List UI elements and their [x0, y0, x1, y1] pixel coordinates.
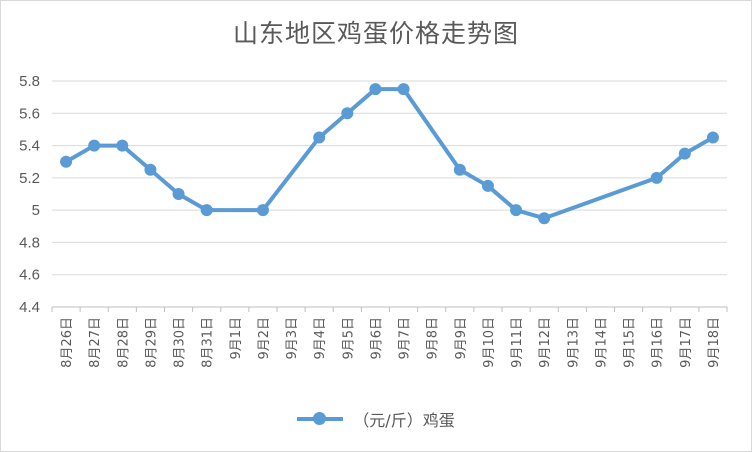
y-tick-label: 4.6	[19, 267, 40, 284]
legend-series-marker	[297, 412, 344, 425]
x-tick-label: 9月7日	[398, 317, 413, 360]
series-line	[64, 87, 715, 221]
x-tick-label: 8月26日	[60, 317, 75, 368]
chart-legend: （元/斤）鸡蛋	[0, 407, 752, 431]
legend-series-label: （元/斤）鸡蛋	[353, 411, 455, 430]
x-tick-label: 9月18日	[707, 317, 722, 368]
x-tick-label: 8月28日	[116, 317, 131, 368]
data-point	[481, 179, 494, 192]
x-tick-label: 9月17日	[679, 317, 694, 368]
x-tick-label: 8月27日	[88, 317, 103, 368]
y-tick-label: 5.4	[19, 138, 40, 155]
x-tick-label: 9月5日	[341, 317, 356, 360]
data-point	[650, 171, 663, 184]
data-point	[172, 188, 185, 200]
data-point	[256, 204, 269, 217]
x-tick-label: 9月1日	[229, 317, 244, 360]
x-tick-label: 9月6日	[369, 317, 384, 360]
data-point	[369, 83, 382, 96]
data-point	[144, 163, 157, 176]
y-tick-label: 5.6	[19, 105, 40, 122]
data-point	[60, 155, 73, 168]
data-point	[200, 204, 213, 217]
x-tick-label: 9月4日	[313, 317, 328, 360]
x-tick-label: 8月30日	[173, 317, 188, 368]
x-tick-label: 9月13日	[566, 317, 581, 368]
data-point	[453, 163, 466, 176]
x-tick-label: 9月9日	[454, 317, 469, 360]
data-point	[706, 131, 719, 144]
x-tick-label: 9月10日	[482, 317, 497, 368]
data-point	[341, 107, 354, 120]
x-tick-label: 9月3日	[285, 317, 300, 360]
data-point	[538, 212, 551, 225]
data-point	[510, 204, 523, 217]
data-point	[678, 147, 691, 160]
data-point	[397, 83, 410, 96]
x-tick-label: 9月2日	[257, 317, 272, 360]
data-point	[313, 131, 326, 144]
x-tick-label: 9月14日	[594, 317, 609, 368]
x-tick-label: 9月12日	[538, 317, 553, 368]
y-tick-label: 5.8	[19, 73, 40, 90]
x-tick-label: 9月11日	[510, 317, 525, 368]
x-tick-label: 9月15日	[623, 317, 638, 368]
data-point	[88, 139, 101, 152]
chart-title: 山东地区鸡蛋价格走势图	[232, 19, 519, 48]
y-tick-label: 4.8	[19, 234, 40, 251]
y-tick-label: 5	[32, 202, 40, 219]
x-tick-label: 9月8日	[426, 317, 441, 360]
y-tick-label: 4.4	[19, 299, 40, 316]
x-tick-label: 9月16日	[651, 317, 666, 368]
x-tick-label: 8月31日	[201, 317, 216, 368]
data-point	[116, 139, 129, 152]
x-tick-label: 8月29日	[144, 317, 159, 368]
y-tick-label: 5.2	[19, 170, 40, 187]
